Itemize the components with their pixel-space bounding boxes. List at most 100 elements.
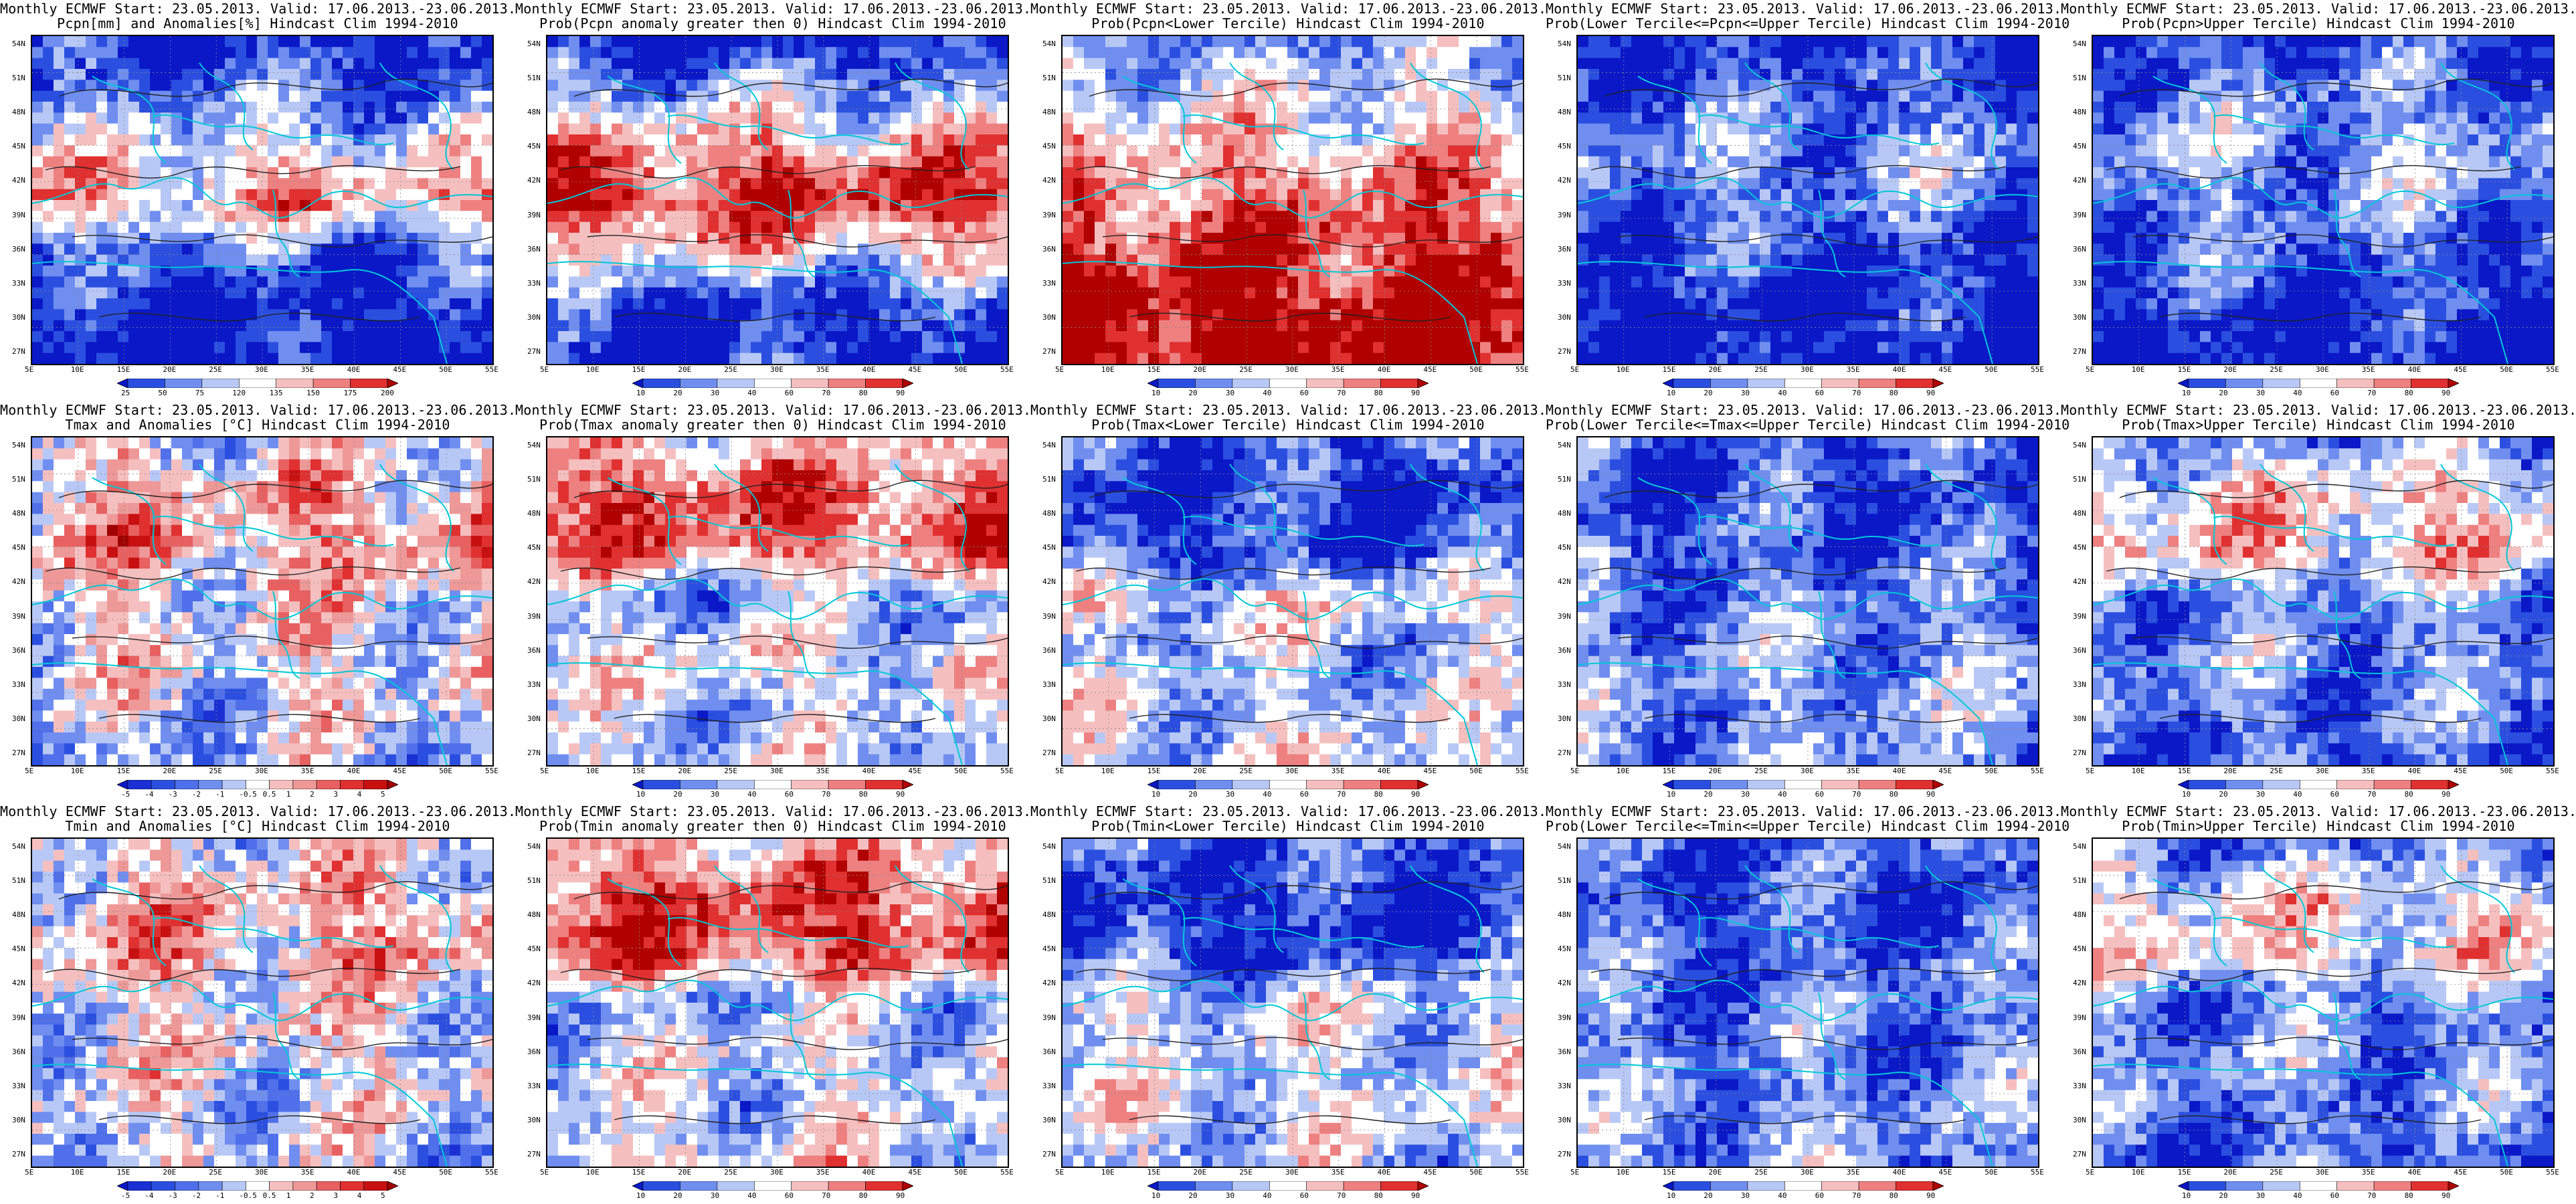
latitude-tick-label: 42N [2073,177,2086,185]
scale-tick-label: 40 [1778,791,1786,799]
scale-swatch [2299,1181,2338,1191]
longitude-tick-label: 25E [1754,1169,1768,1177]
latitude-tick-label: 39N [1042,612,1056,621]
scale-swatch [791,379,829,388]
longitude-tick-label: 20E [678,366,691,374]
scale-swatch [350,379,388,388]
scale-tick-label: 25 [121,389,130,397]
latitude-tick-label: 42N [1042,177,1056,185]
scale-swatch [363,1181,388,1191]
scale-swatch [2178,379,2189,388]
latitude-tick-label: 27N [1558,1150,1571,1159]
scale-swatch [387,1181,398,1191]
map-area [1576,35,2039,365]
latitude-tick-label: 33N [527,680,541,689]
panel-title-line2: Prob(Tmin<Lower Tercile) Hindcast Clim 1… [1030,819,1546,833]
longitude-tick-label: 30E [255,366,268,374]
longitude-tick-label: 25E [1239,366,1253,374]
longitude-tick-label: 5E [1055,767,1064,775]
scale-swatch [680,379,718,388]
scale-tick-label: 90 [2442,791,2450,799]
panel-title-line1: Monthly ECMWF Start: 23.05.2013. Valid: … [1030,1,1546,16]
color-scale-bar [632,379,913,388]
longitude-tick-label: 40E [862,767,876,775]
map-panel-tmin-prob-middle: Monthly ECMWF Start: 23.05.2013. Valid: … [1546,803,2069,1204]
scale-tick-label: 60 [2330,791,2339,799]
scale-swatch [1195,379,1233,388]
map-area [546,436,1009,767]
longitude-tick-label: 20E [163,366,176,374]
longitude-tick-label: 35E [1331,767,1345,775]
longitude-tick-label: 35E [1847,767,1860,775]
longitude-tick-label: 50E [2500,366,2513,374]
scale-tick-label: 40 [1778,389,1786,397]
scale-tick-label: 70 [1852,389,1861,397]
scale-swatch [2336,780,2375,789]
scale-tick-label: 5 [381,1192,385,1200]
longitude-tick-label: 55E [2031,767,2044,775]
scale-swatch [2188,379,2226,388]
scale-tick-label: 10 [636,389,645,397]
latitude-tick-label: 54N [12,40,25,48]
scale-tick-label: 20 [1704,389,1712,397]
scale-swatch [1417,1181,1429,1191]
latitude-tick-label: 33N [2073,680,2086,689]
latitude-tick-label: 48N [2073,911,2086,919]
scale-tick-label: 30 [2256,389,2265,397]
scale-tick-label: 40 [1263,389,1271,397]
map-area [31,436,494,767]
map-area [31,35,494,365]
scale-swatch [1306,780,1344,789]
scale-swatch [1896,379,1934,388]
scale-swatch [221,1181,246,1191]
latitude-tick-label: 30N [2073,714,2086,723]
scale-tick-label: 70 [822,1192,830,1200]
longitude-tick-label: 40E [2408,767,2421,775]
latitude-tick-label: 39N [2073,1013,2086,1022]
longitude-tick-label: 55E [485,366,498,374]
scale-tick-label: 10 [1152,791,1160,799]
longitude-tick-label: 25E [724,366,737,374]
scale-tick-label: 10 [636,791,645,799]
latitude-tick-label: 30N [12,714,25,723]
scale-tick-label: 80 [859,791,868,799]
map-area [546,35,1009,365]
longitude-tick-label: 55E [1000,366,1014,374]
scale-swatch [2448,379,2459,388]
probability-field [32,36,492,364]
longitude-tick-label: 30E [255,1169,268,1177]
longitude-tick-label: 5E [1055,366,1064,374]
scale-swatch [1932,780,1944,789]
latitude-tick-label: 42N [12,578,25,586]
scale-swatch [902,1181,913,1191]
scale-swatch [1147,1181,1159,1191]
scale-swatch [1673,780,1711,789]
scale-tick-label: 70 [2367,791,2376,799]
scale-tick-label: 90 [1411,791,1420,799]
latitude-tick-label: 54N [2073,843,2086,851]
map-area [31,837,494,1168]
longitude-tick-label: 5E [1055,1169,1064,1177]
panel-title-line1: Monthly ECMWF Start: 23.05.2013. Valid: … [1546,1,2061,16]
scale-swatch [2373,1181,2411,1191]
scale-tick-label: 70 [822,791,830,799]
longitude-tick-label: 35E [301,767,314,775]
longitude-tick-label: 30E [1801,1169,1814,1177]
panel-title-line2: Prob(Lower Tercile<=Pcpn<=Upper Tercile)… [1546,16,2069,31]
scale-swatch [276,379,314,388]
latitude-tick-label: 27N [2073,1150,2086,1159]
longitude-tick-label: 25E [1239,1169,1253,1177]
color-scale-bar [632,780,913,789]
scale-tick-label: 10 [2182,791,2191,799]
probability-field [1578,36,2038,364]
longitude-tick-label: 55E [2031,1169,2044,1177]
scale-swatch [1269,1181,1307,1191]
scale-tick-label: 2 [310,791,314,799]
scale-swatch [1710,379,1748,388]
scale-tick-label: 20 [2219,389,2227,397]
scale-tick-label: 80 [1374,1192,1383,1200]
scale-swatch [1932,379,1944,388]
scale-swatch [117,379,128,388]
panel-title-line1: Monthly ECMWF Start: 23.05.2013. Valid: … [2061,804,2576,819]
scale-tick-label: 40 [1263,791,1271,799]
